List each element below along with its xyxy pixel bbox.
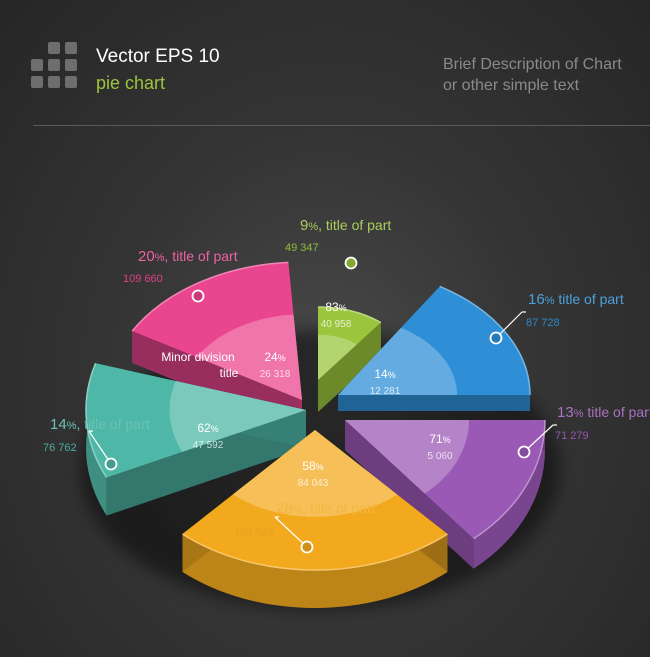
slice-value: 49 347 [285,242,319,254]
pie-slice-purple [345,419,546,569]
slice-title: 28%, title of part [276,500,376,517]
slice-inner-value: 47 592 [193,440,224,451]
slice-percent: 14 [50,416,67,433]
slice-labels-teal: 14%, title of part 76 762 62% 47 592 [43,416,224,471]
slice-percent: 28 [276,500,293,517]
slice-title-text: , title of part [318,217,391,233]
slice-percent: 9 [300,217,308,234]
label-marker-icon [344,256,358,270]
page-title: Vector EPS 10 [96,46,220,67]
slice-value: 76 762 [43,442,77,454]
slice-inner-value: 84 043 [298,478,329,489]
pie-slice-orange [182,430,448,608]
leader-line [523,424,554,453]
slice-inner-percent: 58% [302,459,323,473]
slice-title: 16% title of part [528,291,624,308]
slice-inner-value: 12 281 [370,386,401,397]
slice-inner-value: 5 060 [427,451,452,462]
label-marker-icon [300,540,314,554]
slice-value: 71 279 [555,430,589,442]
slice-percent: 13 [557,404,574,421]
slice-value: 153 524 [234,526,274,538]
description-line-2: or other simple text [443,77,580,94]
chart-description: Brief Description of Chart or other simp… [443,54,622,96]
slice-percent-sign: % [155,252,165,264]
slice-title: 20%, title of part [138,248,238,265]
leader-line [274,516,308,548]
slice-percent: 20 [138,248,155,265]
slice-title: 13% title of part [557,404,650,421]
slice-inner-percent: 24% [264,350,285,364]
label-marker-icon [104,457,118,471]
slice-inner-percent: 83% [325,300,346,314]
slice-inner-value: 26 318 [260,369,291,380]
page-subtitle: pie chart [96,73,166,93]
label-marker-icon [517,445,531,459]
slice-percent-sign: % [67,420,77,432]
slice-title-text: , title of part [164,248,237,264]
slice-inner-percent: 62% [197,421,218,435]
pie-slice-green [317,306,382,412]
slice-percent: 16 [528,291,545,308]
pie-slice-teal [85,362,307,516]
slice-title-text: , title of part [302,500,375,516]
description-line-1: Brief Description of Chart [443,56,622,73]
slice-value: 87 728 [526,317,560,329]
slice-percent-sign: % [308,221,318,233]
slice-labels-purple: 13% title of part 71 279 71% 5 060 [427,404,650,462]
slice-labels-green: 9%, title of part 49 347 83% 40 958 [285,217,391,330]
minor-division-label-2: title [220,366,239,380]
leader-line [88,430,112,465]
logo-grid-icon [31,42,79,90]
slice-percent-sign: % [293,504,303,516]
pie-slice-pink [131,261,302,432]
slice-title-text: , title of part [76,416,149,432]
slice-inner-percent: 14% [374,367,395,381]
header-divider [33,125,650,126]
slice-value: 109 660 [123,273,163,285]
label-marker-icon [191,289,205,303]
slice-percent-sign: % [545,295,555,307]
slice-inner-percent: 71% [429,432,450,446]
slice-title-text: title of part [583,404,650,420]
pie-slice-blue [338,285,531,411]
slice-title-text: title of part [554,291,623,307]
label-marker-icon [489,331,503,345]
minor-division-label: Minor division [161,350,234,364]
slice-title: 14%, title of part [50,416,150,433]
slice-inner-value: 40 958 [321,319,352,330]
slice-title: 9%, title of part [300,217,391,234]
slice-labels-blue: 16% title of part 87 728 14% 12 281 [370,291,624,397]
slice-percent-sign: % [574,408,584,420]
